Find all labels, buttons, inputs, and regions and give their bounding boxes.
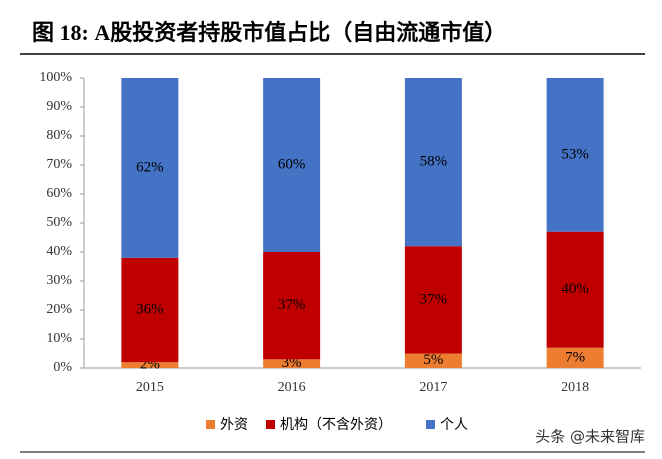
value-label: 62% [136, 159, 164, 175]
watermark: 头条 @未来智库 [535, 428, 645, 446]
value-label: 60% [278, 156, 306, 172]
legend-label: 个人 [440, 417, 468, 433]
bar-segment [546, 231, 604, 348]
y-tick-label: 30% [46, 273, 72, 288]
legend-swatch [206, 420, 215, 429]
value-label: 53% [561, 146, 589, 162]
legend-label: 机构（不含外资） [280, 417, 392, 433]
bar-segment [121, 78, 179, 258]
y-tick-label: 0% [53, 360, 72, 375]
y-tick-label: 10% [46, 331, 72, 346]
value-label: 40% [561, 281, 589, 297]
bar-segment [263, 252, 321, 360]
bar-segment [263, 359, 321, 368]
value-label: 36% [136, 301, 164, 317]
value-label: 5% [423, 352, 443, 368]
y-tick-label: 50% [46, 215, 72, 230]
y-tick-label: 90% [46, 99, 72, 114]
value-label: 37% [420, 291, 448, 307]
bar-segment [121, 362, 179, 368]
value-label: 7% [565, 349, 585, 365]
y-tick-label: 80% [46, 128, 72, 143]
x-tick-label: 2015 [136, 380, 164, 395]
bar-segment [546, 347, 604, 368]
legend-swatch [266, 420, 275, 429]
bar-segment [404, 78, 462, 247]
legend-label: 外资 [220, 417, 248, 433]
x-tick-label: 2016 [278, 380, 306, 395]
bar-segment [263, 78, 321, 252]
x-tick-label: 2018 [561, 380, 589, 395]
y-tick-label: 40% [46, 244, 72, 259]
y-tick-label: 60% [46, 186, 72, 201]
value-label: 37% [278, 297, 306, 313]
bar-segment [404, 353, 462, 368]
y-tick-label: 100% [39, 70, 72, 85]
y-tick-label: 70% [46, 157, 72, 172]
x-tick-label: 2017 [419, 380, 447, 395]
legend-swatch [426, 420, 435, 429]
chart-title: 图 18: A股投资者持股市值占比（自由流通市值） [32, 20, 506, 45]
bar-segment [121, 257, 179, 363]
bar-segment [404, 246, 462, 354]
y-tick-label: 20% [46, 302, 72, 317]
bar-segment [546, 78, 604, 232]
value-label: 58% [420, 154, 448, 170]
